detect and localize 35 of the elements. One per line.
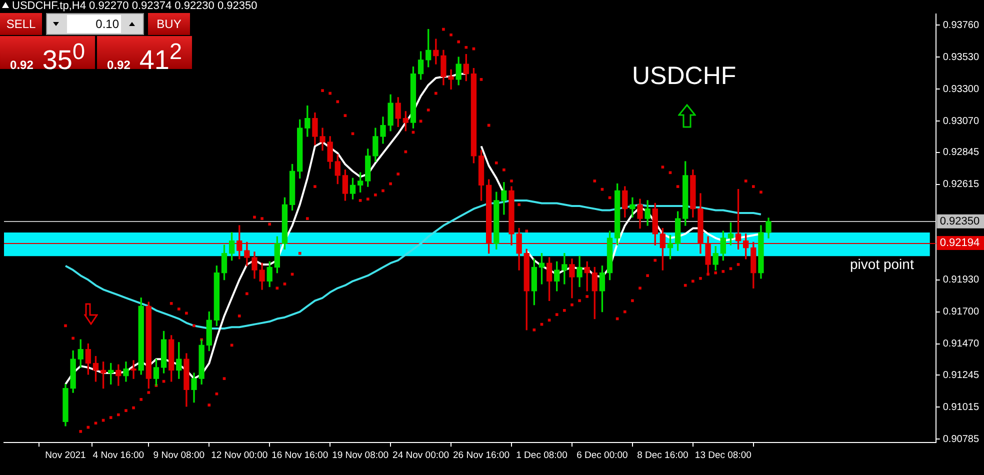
x-tick-label: 8 Dec 16:00	[637, 450, 688, 461]
x-tick-label: Nov 2021	[45, 450, 86, 461]
number-field: 0.10	[46, 13, 144, 35]
x-tick-label: 26 Nov 16:00	[453, 450, 510, 461]
y-tick-label: 0.92615	[942, 179, 980, 190]
y-tick-label: 0.92845	[942, 147, 980, 158]
annotation: BUY	[148, 13, 190, 35]
x-tick-label: 1 Dec 08:00	[516, 450, 568, 461]
chart-title: USDCHF.tp,H4 0.92270 0.92374 0.92230 0.92350	[12, 0, 258, 12]
ref-line-label: 0.92194	[940, 237, 980, 250]
y-tick-label: 0.91700	[942, 306, 980, 318]
y-tick-label: 0.93070	[942, 116, 980, 127]
y-tick-label: 0.93300	[942, 84, 980, 95]
band-label: pivot point	[850, 256, 914, 272]
y-tick-label: 0.91930	[942, 274, 980, 286]
annotation: 0.92 35$^{0}$	[10, 38, 85, 75]
y-tick-label: 0.93530	[942, 52, 980, 63]
x-tick-label: 9 Nov 08:00	[153, 450, 205, 461]
x-tick-label: 16 Nov 16:00	[272, 450, 328, 461]
y-tick-label: 0.90785	[942, 434, 980, 445]
x-tick-label: 13 Dec 08:00	[694, 450, 752, 461]
ref-line-label: 0.92350	[940, 215, 980, 228]
x-tick-label: 24 Nov 00:00	[392, 450, 450, 461]
x-tick-label: 19 Nov 08:00	[332, 450, 389, 461]
text: SELL	[0, 13, 42, 35]
annotation: 0.10	[67, 15, 121, 33]
x-tick-label: 12 Nov 00:00	[211, 450, 268, 461]
y-tick-label: 0.91470	[942, 338, 980, 350]
y-tick-label: 0.91015	[942, 402, 980, 413]
y-tick-label: 0.91245	[942, 370, 980, 381]
x-tick-label: 4 Nov 16:00	[92, 450, 144, 461]
x-tick-label: 6 Dec 00:00	[576, 450, 628, 461]
annotation: 0.92 41$^{2}$	[107, 38, 182, 75]
y-tick-label: 0.93760	[942, 20, 980, 31]
annotation: USDCHF	[632, 62, 736, 91]
